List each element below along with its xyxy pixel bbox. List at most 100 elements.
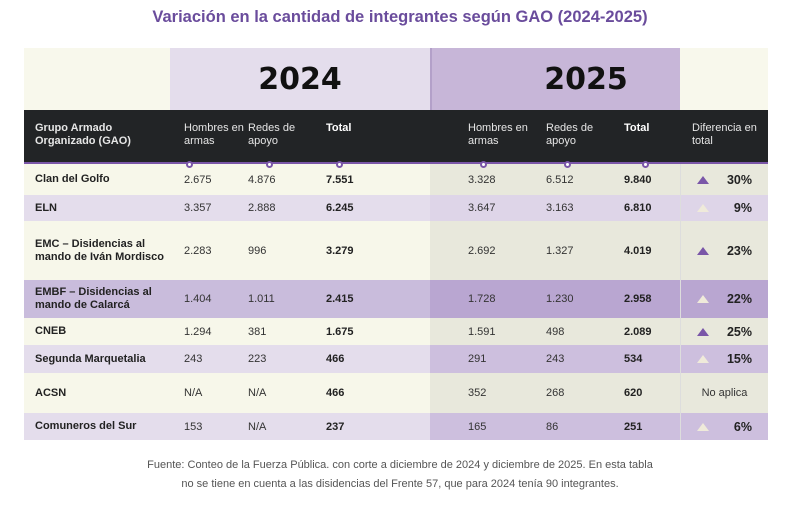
hombres-2024-cell: N/A	[170, 373, 248, 413]
year-2025-label: 2025	[544, 61, 628, 97]
redes-2025-cell: 243	[546, 345, 624, 373]
total-2024-cell: 6.245	[326, 195, 430, 221]
year-header-row: 2024 2025	[24, 48, 768, 110]
redes-2024-cell: 2.888	[248, 195, 326, 221]
diferencia-cell: 22%	[680, 280, 768, 318]
diferencia-cell: No aplica	[680, 373, 768, 413]
gao-cell: ACSN	[24, 373, 170, 413]
total-2025-cell: 2.089	[624, 318, 680, 345]
header-redes-2024: Redes de apoyo	[248, 110, 326, 168]
total-2024-cell: 466	[326, 345, 430, 373]
dot-marker	[642, 161, 649, 168]
table-row: Comuneros del Sur 153 N/A 237 165 86 251 6%	[24, 413, 768, 440]
hombres-2024-cell: 1.294	[170, 318, 248, 345]
total-2025-cell: 251	[624, 413, 680, 440]
redes-2025-cell: 86	[546, 413, 624, 440]
diferencia-cell: 23%	[680, 221, 768, 280]
hombres-2024-cell: 2.283	[170, 221, 248, 280]
year-2024-header: 2024	[170, 48, 430, 110]
table-row: Segunda Marquetalia 243 223 466 291 243 534 15%	[24, 345, 768, 373]
header-hombres-2025: Hombres en armas	[430, 110, 546, 168]
redes-2025-cell: 268	[546, 373, 624, 413]
total-2025-cell: 9.840	[624, 164, 680, 195]
hombres-2025-cell: 3.328	[430, 164, 546, 195]
diferencia-cell: 15%	[680, 345, 768, 373]
redes-2024-cell: 4.876	[248, 164, 326, 195]
total-2024-cell: 7.551	[326, 164, 430, 195]
triangle-up-icon	[697, 355, 709, 363]
hombres-2025-cell: 1.728	[430, 280, 546, 318]
diferencia-cell: 9%	[680, 195, 768, 221]
gao-cell: EMBF – Disidencias al mando de Calarcá	[24, 280, 170, 318]
dot-marker	[336, 161, 343, 168]
year-2025-header: 2025	[430, 48, 680, 110]
total-2025-cell: 4.019	[624, 221, 680, 280]
dot-marker	[564, 161, 571, 168]
redes-2025-cell: 498	[546, 318, 624, 345]
header-redes-2025: Redes de apoyo	[546, 110, 624, 168]
diferencia-cell: 30%	[680, 164, 768, 195]
total-2024-cell: 1.675	[326, 318, 430, 345]
gao-cell: CNEB	[24, 318, 170, 345]
table-row: EMBF – Disidencias al mando de Calarcá 1.…	[24, 280, 768, 318]
header-total-2024: Total	[326, 110, 430, 168]
triangle-up-icon	[697, 295, 709, 303]
header-hombres-2024: Hombres en armas	[170, 110, 248, 168]
year-header-spacer	[680, 48, 768, 110]
redes-2025-cell: 6.512	[546, 164, 624, 195]
hombres-2024-cell: 153	[170, 413, 248, 440]
header-diferencia: Diferencia en total	[692, 122, 757, 147]
table-body: Clan del Golfo 2.675 4.876 7.551 3.328 6.512 9…	[24, 164, 768, 440]
total-2025-cell: 6.810	[624, 195, 680, 221]
redes-2025-cell: 1.230	[546, 280, 624, 318]
dot-marker	[186, 161, 193, 168]
diferencia-cell: 6%	[680, 413, 768, 440]
hombres-2024-cell: 243	[170, 345, 248, 373]
hombres-2025-cell: 352	[430, 373, 546, 413]
hombres-2025-cell: 1.591	[430, 318, 546, 345]
dot-marker	[480, 161, 487, 168]
table-row: CNEB 1.294 381 1.675 1.591 498 2.089 25%	[24, 318, 768, 345]
table-row: ACSN N/A N/A 466 352 268 620 No aplica	[24, 373, 768, 413]
hombres-2024-cell: 1.404	[170, 280, 248, 318]
gao-cell: EMC – Disidencias al mando de Iván Mordi…	[24, 221, 170, 280]
total-2024-cell: 466	[326, 373, 430, 413]
redes-2025-cell: 3.163	[546, 195, 624, 221]
hombres-2024-cell: 2.675	[170, 164, 248, 195]
hombres-2025-cell: 2.692	[430, 221, 546, 280]
redes-2024-cell: 1.011	[248, 280, 326, 318]
total-2024-cell: 3.279	[326, 221, 430, 280]
gao-table: 2024 2025 Grupo Armado Organizado (GAO) …	[24, 48, 768, 440]
gao-cell: Clan del Golfo	[24, 164, 170, 195]
redes-2024-cell: 223	[248, 345, 326, 373]
total-2025-cell: 534	[624, 345, 680, 373]
total-2025-cell: 620	[624, 373, 680, 413]
total-2024-cell: 2.415	[326, 280, 430, 318]
footnote: Fuente: Conteo de la Fuerza Pública. con…	[147, 459, 653, 490]
hombres-2025-cell: 291	[430, 345, 546, 373]
redes-2024-cell: 996	[248, 221, 326, 280]
dot-marker	[266, 161, 273, 168]
table-row: ELN 3.357 2.888 6.245 3.647 3.163 6.810 9%	[24, 195, 768, 221]
redes-2024-cell: N/A	[248, 373, 326, 413]
triangle-up-icon	[697, 246, 709, 255]
table-row: Clan del Golfo 2.675 4.876 7.551 3.328 6.512 9…	[24, 164, 768, 195]
triangle-up-icon	[697, 204, 709, 212]
hombres-2025-cell: 165	[430, 413, 546, 440]
column-header-row: Grupo Armado Organizado (GAO) Hombres en…	[24, 110, 768, 168]
header-total-2025: Total	[624, 110, 680, 168]
redes-2024-cell: N/A	[248, 413, 326, 440]
table-row: EMC – Disidencias al mando de Iván Mordi…	[24, 221, 768, 280]
redes-2025-cell: 1.327	[546, 221, 624, 280]
triangle-up-icon	[697, 175, 709, 184]
hombres-2025-cell: 3.647	[430, 195, 546, 221]
total-2025-cell: 2.958	[624, 280, 680, 318]
chart-title: Variación en la cantidad de integrantes …	[152, 8, 648, 26]
hombres-2024-cell: 3.357	[170, 195, 248, 221]
triangle-up-icon	[697, 422, 709, 431]
diferencia-cell: 25%	[680, 318, 768, 345]
triangle-up-icon	[697, 327, 709, 336]
gao-cell: Segunda Marquetalia	[24, 345, 170, 373]
header-gao: Grupo Armado Organizado (GAO)	[35, 122, 131, 147]
total-2024-cell: 237	[326, 413, 430, 440]
